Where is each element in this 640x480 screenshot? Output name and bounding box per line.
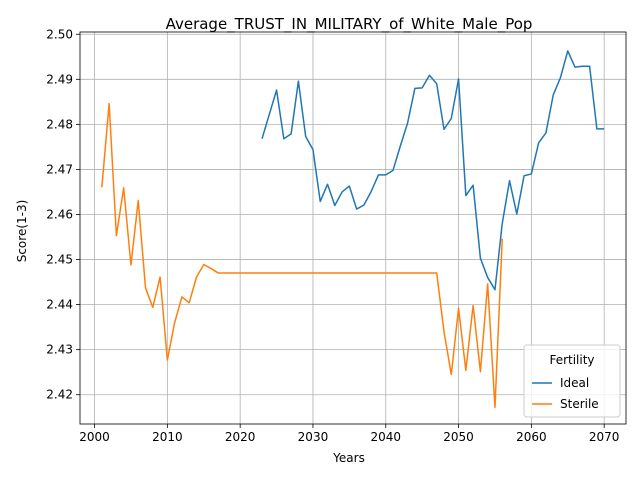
axes: 2000 2010 2020 2030 2040 2050 2060 2070 2.42 2.43… <box>46 27 627 444</box>
legend: Fertility Ideal Sterile <box>523 344 621 418</box>
series-line-sterile <box>101 102 503 409</box>
x-tick-label: 2000 <box>79 430 110 444</box>
x-tick-label: 2030 <box>298 430 329 444</box>
legend-title: Fertility <box>549 353 594 367</box>
x-tick-label: 2040 <box>370 430 401 444</box>
y-tick-label: 2.47 <box>46 162 73 176</box>
x-tick-label: 2060 <box>516 430 547 444</box>
y-tick-label: 2.48 <box>46 117 73 131</box>
x-axis-label: Years <box>332 451 365 465</box>
y-tick-label: 2.44 <box>46 298 73 312</box>
y-tick-label: 2.42 <box>46 388 73 402</box>
x-tick-label: 2010 <box>152 430 183 444</box>
y-tick-label: 2.45 <box>46 253 73 267</box>
x-tick-label: 2020 <box>225 430 256 444</box>
series-line-ideal <box>261 50 605 291</box>
y-tick-label: 2.50 <box>46 27 73 41</box>
legend-label-sterile: Sterile <box>560 397 599 411</box>
y-tick-label: 2.49 <box>46 72 73 86</box>
y-tick-label: 2.46 <box>46 207 73 221</box>
legend-label-ideal: Ideal <box>560 376 589 390</box>
y-tick-label: 2.43 <box>46 343 73 357</box>
plot-frame <box>79 31 627 425</box>
legend-box <box>523 344 621 418</box>
y-axis-label: Score(1-3) <box>15 200 29 263</box>
series-lines <box>101 50 605 409</box>
x-tick-label: 2050 <box>443 430 474 444</box>
x-tick-label: 2070 <box>589 430 620 444</box>
chart-title: Average_TRUST_IN_MILITARY_of_White_Male_… <box>166 15 533 34</box>
